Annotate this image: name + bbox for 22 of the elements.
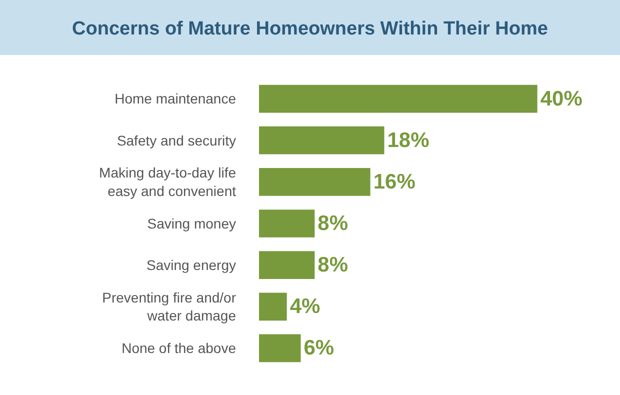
- bar: [259, 251, 315, 279]
- bar: [259, 168, 370, 196]
- chart-title: Concerns of Mature Homeowners Within Their Home: [72, 18, 548, 40]
- y-tick-label: Saving money: [147, 215, 236, 232]
- data-label: 6%: [304, 336, 334, 360]
- y-tick-label: None of the above: [122, 340, 236, 356]
- y-tick-label: Preventing fire and/or water damage: [102, 289, 236, 324]
- bar: [259, 84, 538, 113]
- data-label: 16%: [373, 170, 416, 194]
- y-tick-label: Safety and security: [116, 132, 236, 148]
- y-tick-label: Home maintenance: [114, 90, 236, 107]
- data-label: 4%: [290, 295, 321, 318]
- data-label: 8%: [318, 254, 348, 277]
- data-label: 40%: [540, 87, 583, 110]
- data-label: 18%: [387, 128, 430, 152]
- bar: [259, 210, 315, 238]
- bar: [259, 126, 384, 154]
- bar: [259, 292, 287, 321]
- bar: [259, 334, 301, 362]
- y-tick-label: Saving energy: [146, 256, 236, 273]
- y-tick-label: Making day-to-day life easy and convenient: [99, 164, 236, 199]
- data-label: 8%: [318, 212, 348, 235]
